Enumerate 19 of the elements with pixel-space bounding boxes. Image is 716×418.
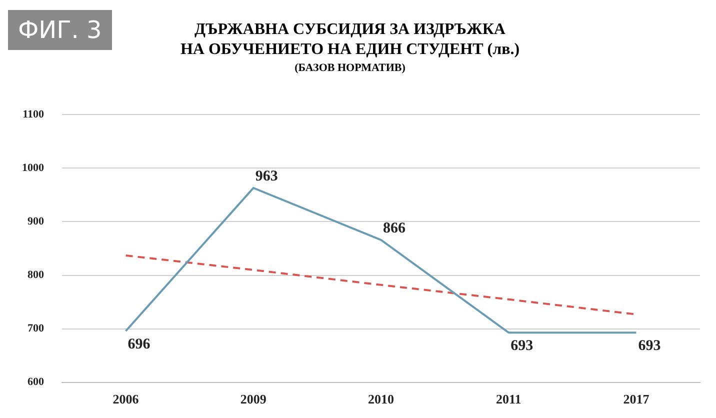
data-label: 693 <box>638 338 661 354</box>
data-label: 866 <box>383 220 406 236</box>
y-tick-label: 700 <box>28 322 44 335</box>
x-tick-label: 2006 <box>112 392 140 407</box>
chart-subtitle: (БАЗОВ НОРМАТИВ) <box>294 62 406 74</box>
x-tick-label: 2017 <box>623 392 650 407</box>
y-tick-label: 900 <box>28 216 44 228</box>
chart-title: ДЪРЖАВНА СУБСИДИЯ ЗА ИЗДРЪЖКА НА ОБУЧЕНИЕТО НА ЕДИН СТУДЕНТ (лв.) <box>179 20 521 60</box>
y-tick-label: 800 <box>28 269 44 282</box>
x-tick-label: 2009 <box>240 392 267 407</box>
text: ФИГ. 3 <box>8 10 112 50</box>
y-tick-label: 600 <box>28 376 44 388</box>
y-tick-label: 1000 <box>22 162 44 174</box>
x-tick-label: 2011 <box>496 392 522 407</box>
data-label: 693 <box>510 338 534 354</box>
y-tick-label: 1100 <box>22 108 44 120</box>
data-label: 963 <box>255 168 278 184</box>
data-label: 696 <box>128 336 151 352</box>
x-tick-label: 2010 <box>368 392 394 407</box>
